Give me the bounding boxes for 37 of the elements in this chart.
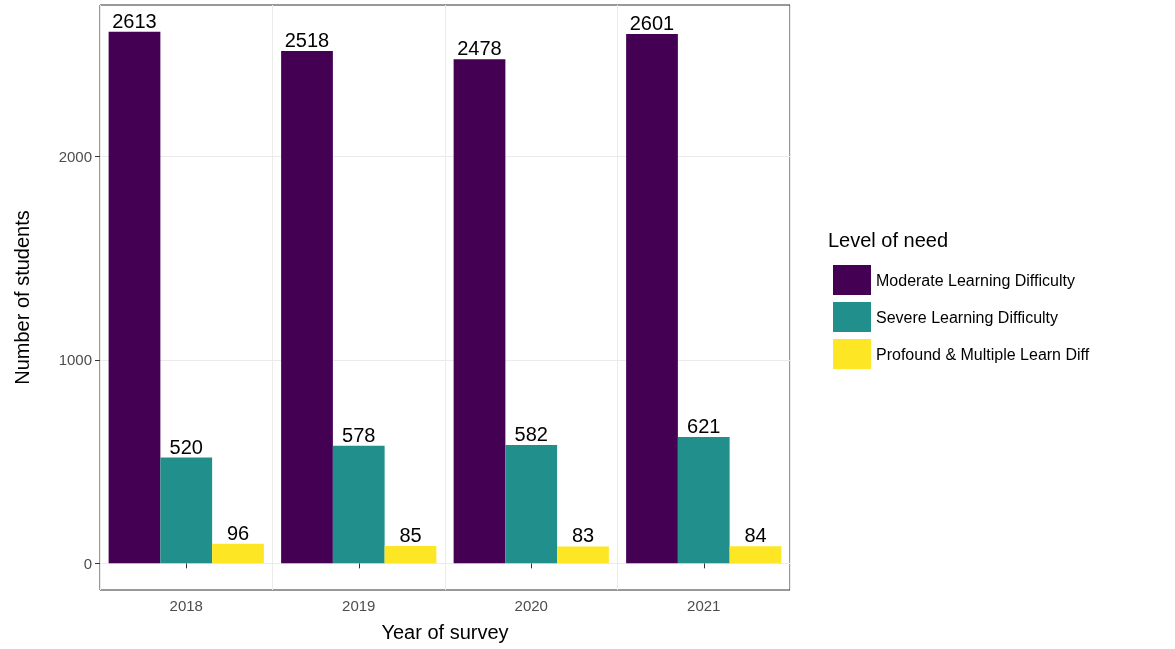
bar — [108, 31, 161, 564]
data-label: 2613 — [112, 9, 157, 32]
y-axis-title: Number of students — [11, 210, 33, 385]
y-tick-label: 2000 — [58, 147, 92, 165]
data-label: 96 — [226, 521, 250, 544]
bar — [729, 546, 782, 564]
x-tick-label: 2018 — [169, 597, 203, 614]
x-axis-title: Year of survey — [381, 621, 509, 643]
data-label: 2518 — [284, 28, 330, 51]
legend-title: Level of need — [828, 229, 949, 251]
legend-label: Severe Learning Difficulty — [876, 308, 1059, 326]
x-tick-label: 2019 — [342, 597, 376, 614]
bar — [160, 457, 213, 564]
x-tick-label: 2020 — [514, 597, 548, 614]
data-label: 83 — [571, 524, 595, 547]
bar — [281, 50, 333, 564]
data-label: 2478 — [457, 37, 502, 60]
bar — [453, 59, 506, 564]
y-tick-label: 1000 — [58, 351, 92, 369]
data-label: 621 — [687, 414, 721, 437]
legend-label: Moderate Learning Difficulty — [876, 271, 1075, 289]
bar — [384, 546, 437, 564]
legend-label: Profound & Multiple Learn Diff — [876, 345, 1090, 363]
bar — [505, 444, 558, 564]
bar — [332, 445, 385, 564]
bar — [626, 34, 678, 564]
bar — [677, 436, 730, 564]
data-label: 2601 — [629, 12, 675, 35]
x-tick-label: 2021 — [687, 597, 721, 614]
data-label: 520 — [169, 435, 203, 458]
data-label: 578 — [342, 423, 376, 446]
data-label: 84 — [744, 524, 767, 547]
y-tick-label: 0 — [83, 554, 92, 572]
data-label: 582 — [514, 422, 548, 445]
data-label: 85 — [399, 524, 422, 547]
bar — [557, 546, 609, 564]
bar — [212, 543, 264, 564]
